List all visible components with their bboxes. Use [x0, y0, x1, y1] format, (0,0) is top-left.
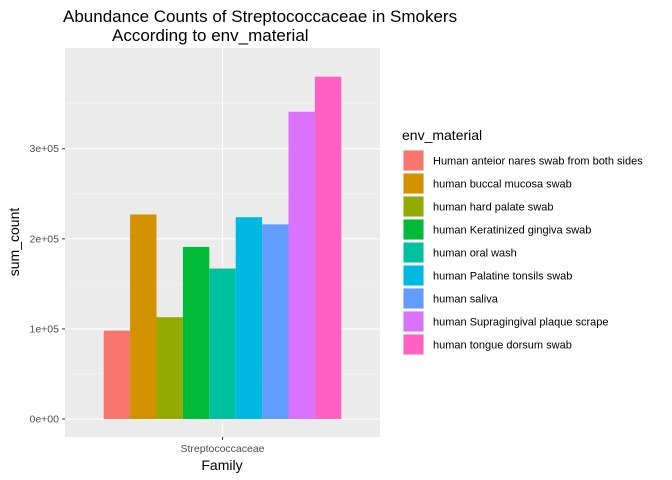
legend-swatch-6 [403, 288, 424, 309]
legend-swatch-3 [403, 219, 424, 240]
bar-8 [314, 76, 342, 420]
legend-label-3: human Keratinized gingiva swab [433, 225, 591, 237]
legend-label-6: human saliva [433, 294, 499, 306]
x-axis-title: Family [201, 457, 242, 473]
legend-swatch-0 [403, 150, 424, 171]
legend-swatch-1 [403, 173, 424, 194]
y-tick-label: 2e+05 [30, 233, 60, 245]
legend-title: env_material [402, 127, 482, 143]
bar-2 [156, 317, 183, 419]
chart-title-line-1: Abundance Counts of Streptococcaceae in … [63, 7, 457, 26]
bar-6 [262, 224, 289, 419]
bar-5 [235, 217, 263, 419]
bar-7 [288, 111, 315, 419]
legend-label-1: human buccal mucosa swab [433, 179, 572, 191]
legend-label-7: human Supragingival plaque scrape [433, 317, 609, 329]
legend-label-4: human oral wash [433, 248, 517, 260]
legend-label-5: human Palatine tonsils swab [433, 271, 572, 283]
bar-4 [209, 268, 236, 419]
bars [103, 76, 342, 420]
legend-label-8: human tongue dorsum swab [433, 340, 572, 352]
x-tick-label: Streptococcaceae [180, 443, 264, 455]
legend-swatch-2 [403, 196, 424, 217]
chart-title-line-2: According to env_material [112, 26, 309, 45]
y-axis-title: sum_count [6, 208, 22, 277]
bar-0 [103, 330, 131, 419]
bar-1 [130, 214, 157, 419]
legend-swatch-8 [403, 334, 424, 355]
legend-swatch-7 [403, 311, 424, 332]
y-tick-label: 0e+00 [30, 414, 60, 426]
legend: Human anteior nares swab from both sides… [403, 150, 643, 355]
y-tick-label: 1e+05 [30, 323, 60, 335]
legend-label-0: Human anteior nares swab from both sides [433, 156, 643, 168]
legend-swatch-5 [403, 265, 424, 286]
x-axis: Streptococcaceae [180, 437, 265, 455]
legend-label-2: human hard palate swab [433, 202, 553, 214]
y-axis: 0e+00 1e+05 2e+05 3e+05 [30, 143, 65, 426]
legend-swatch-4 [403, 242, 424, 263]
bar-3 [182, 246, 210, 419]
y-tick-label: 3e+05 [30, 143, 60, 155]
